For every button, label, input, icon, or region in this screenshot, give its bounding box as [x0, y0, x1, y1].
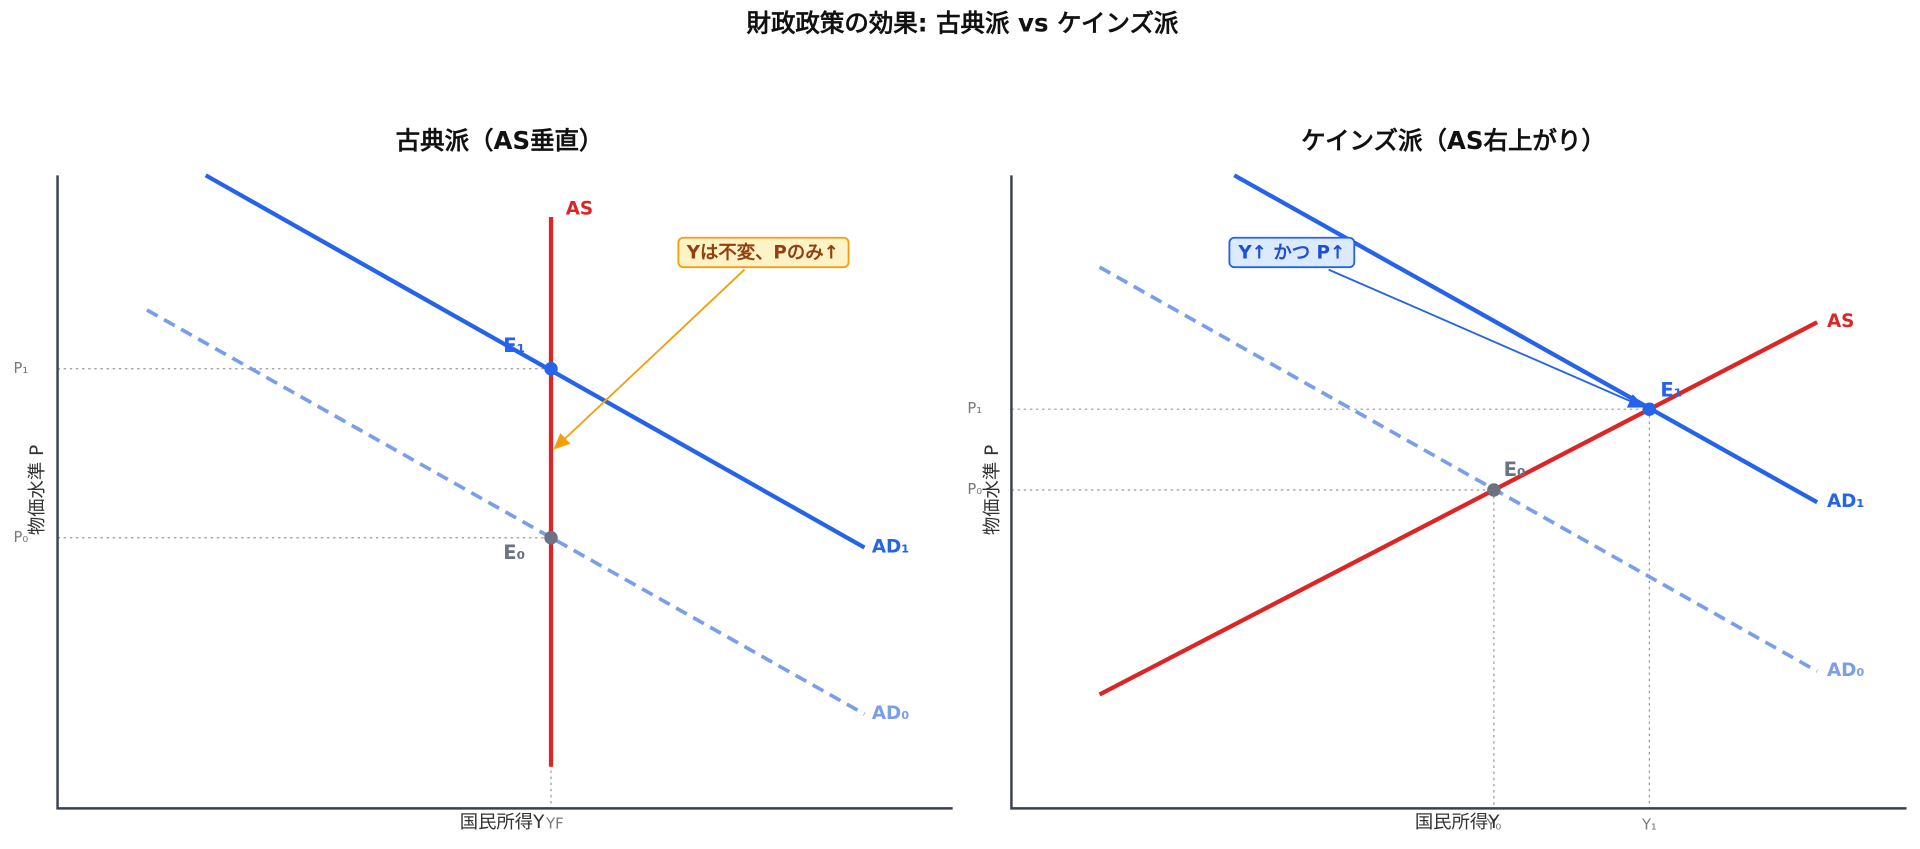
- annotation: Yは不変、Pのみ↑: [686, 242, 839, 264]
- point-label: E₀: [503, 541, 525, 564]
- x-axis-label: 国民所得Y: [1415, 812, 1500, 833]
- axes: [56, 175, 953, 810]
- equilibrium-point: [544, 531, 558, 545]
- tick-label: P₀: [967, 481, 982, 498]
- point-label: E₀: [1504, 458, 1526, 481]
- ad0-curve: [146, 308, 866, 716]
- equilibrium-point: [1642, 402, 1657, 416]
- annotation: Y↑ かつ P↑: [1237, 243, 1345, 264]
- ad1-curve: [1233, 173, 1819, 505]
- annotation-box: [1228, 236, 1356, 269]
- tick-label: Y₁: [1641, 817, 1657, 834]
- figure-title: 財政政策の効果: 古典派 vs ケインズ派: [746, 9, 1178, 38]
- panel-title: 古典派（AS垂直）: [396, 126, 604, 155]
- curve-label: AS: [566, 199, 593, 220]
- panel-title: ケインズ派（AS右上がり）: [1301, 126, 1606, 155]
- curve-label: AD₀: [1827, 660, 1865, 681]
- curve-label: AD₀: [872, 703, 910, 724]
- point-label: E₁: [503, 334, 525, 357]
- as-curve: [1098, 320, 1819, 697]
- y-axis-label: 物価水準 P: [27, 445, 48, 535]
- curve-label: AS: [1827, 311, 1854, 332]
- tick-label: YF: [545, 815, 563, 832]
- axes: [1010, 175, 1907, 810]
- ad0-curve: [1098, 265, 1819, 673]
- curve-label: AD₁: [1827, 491, 1865, 512]
- ad1-curve: [204, 173, 866, 550]
- tick-label: P₁: [967, 400, 982, 417]
- annotation-box: [677, 236, 850, 269]
- point-label: E₁: [1660, 378, 1682, 401]
- tick-label: P₁: [13, 360, 28, 377]
- curve-label: AD₁: [872, 537, 910, 558]
- equilibrium-point: [1487, 483, 1501, 497]
- annotation-arrow: [1328, 268, 1645, 408]
- annotation-arrow: [553, 268, 746, 450]
- tick-label: P₀: [13, 529, 28, 546]
- y-axis-label: 物価水準 P: [982, 445, 1003, 535]
- panel-classical: 古典派（AS垂直） AS AD₁ AD₀ E₁ E₀ P₁ P₀ YF 国民所得…: [13, 126, 953, 833]
- equilibrium-point: [544, 362, 558, 376]
- x-axis-label: 国民所得Y: [460, 812, 545, 833]
- tick-label: Y₀: [1485, 817, 1501, 834]
- panel-keynesian: ケインズ派（AS右上がり） AS AD₁ AD₀ E₁ E₀ P₁ P₀ Y₀ …: [967, 126, 1907, 834]
